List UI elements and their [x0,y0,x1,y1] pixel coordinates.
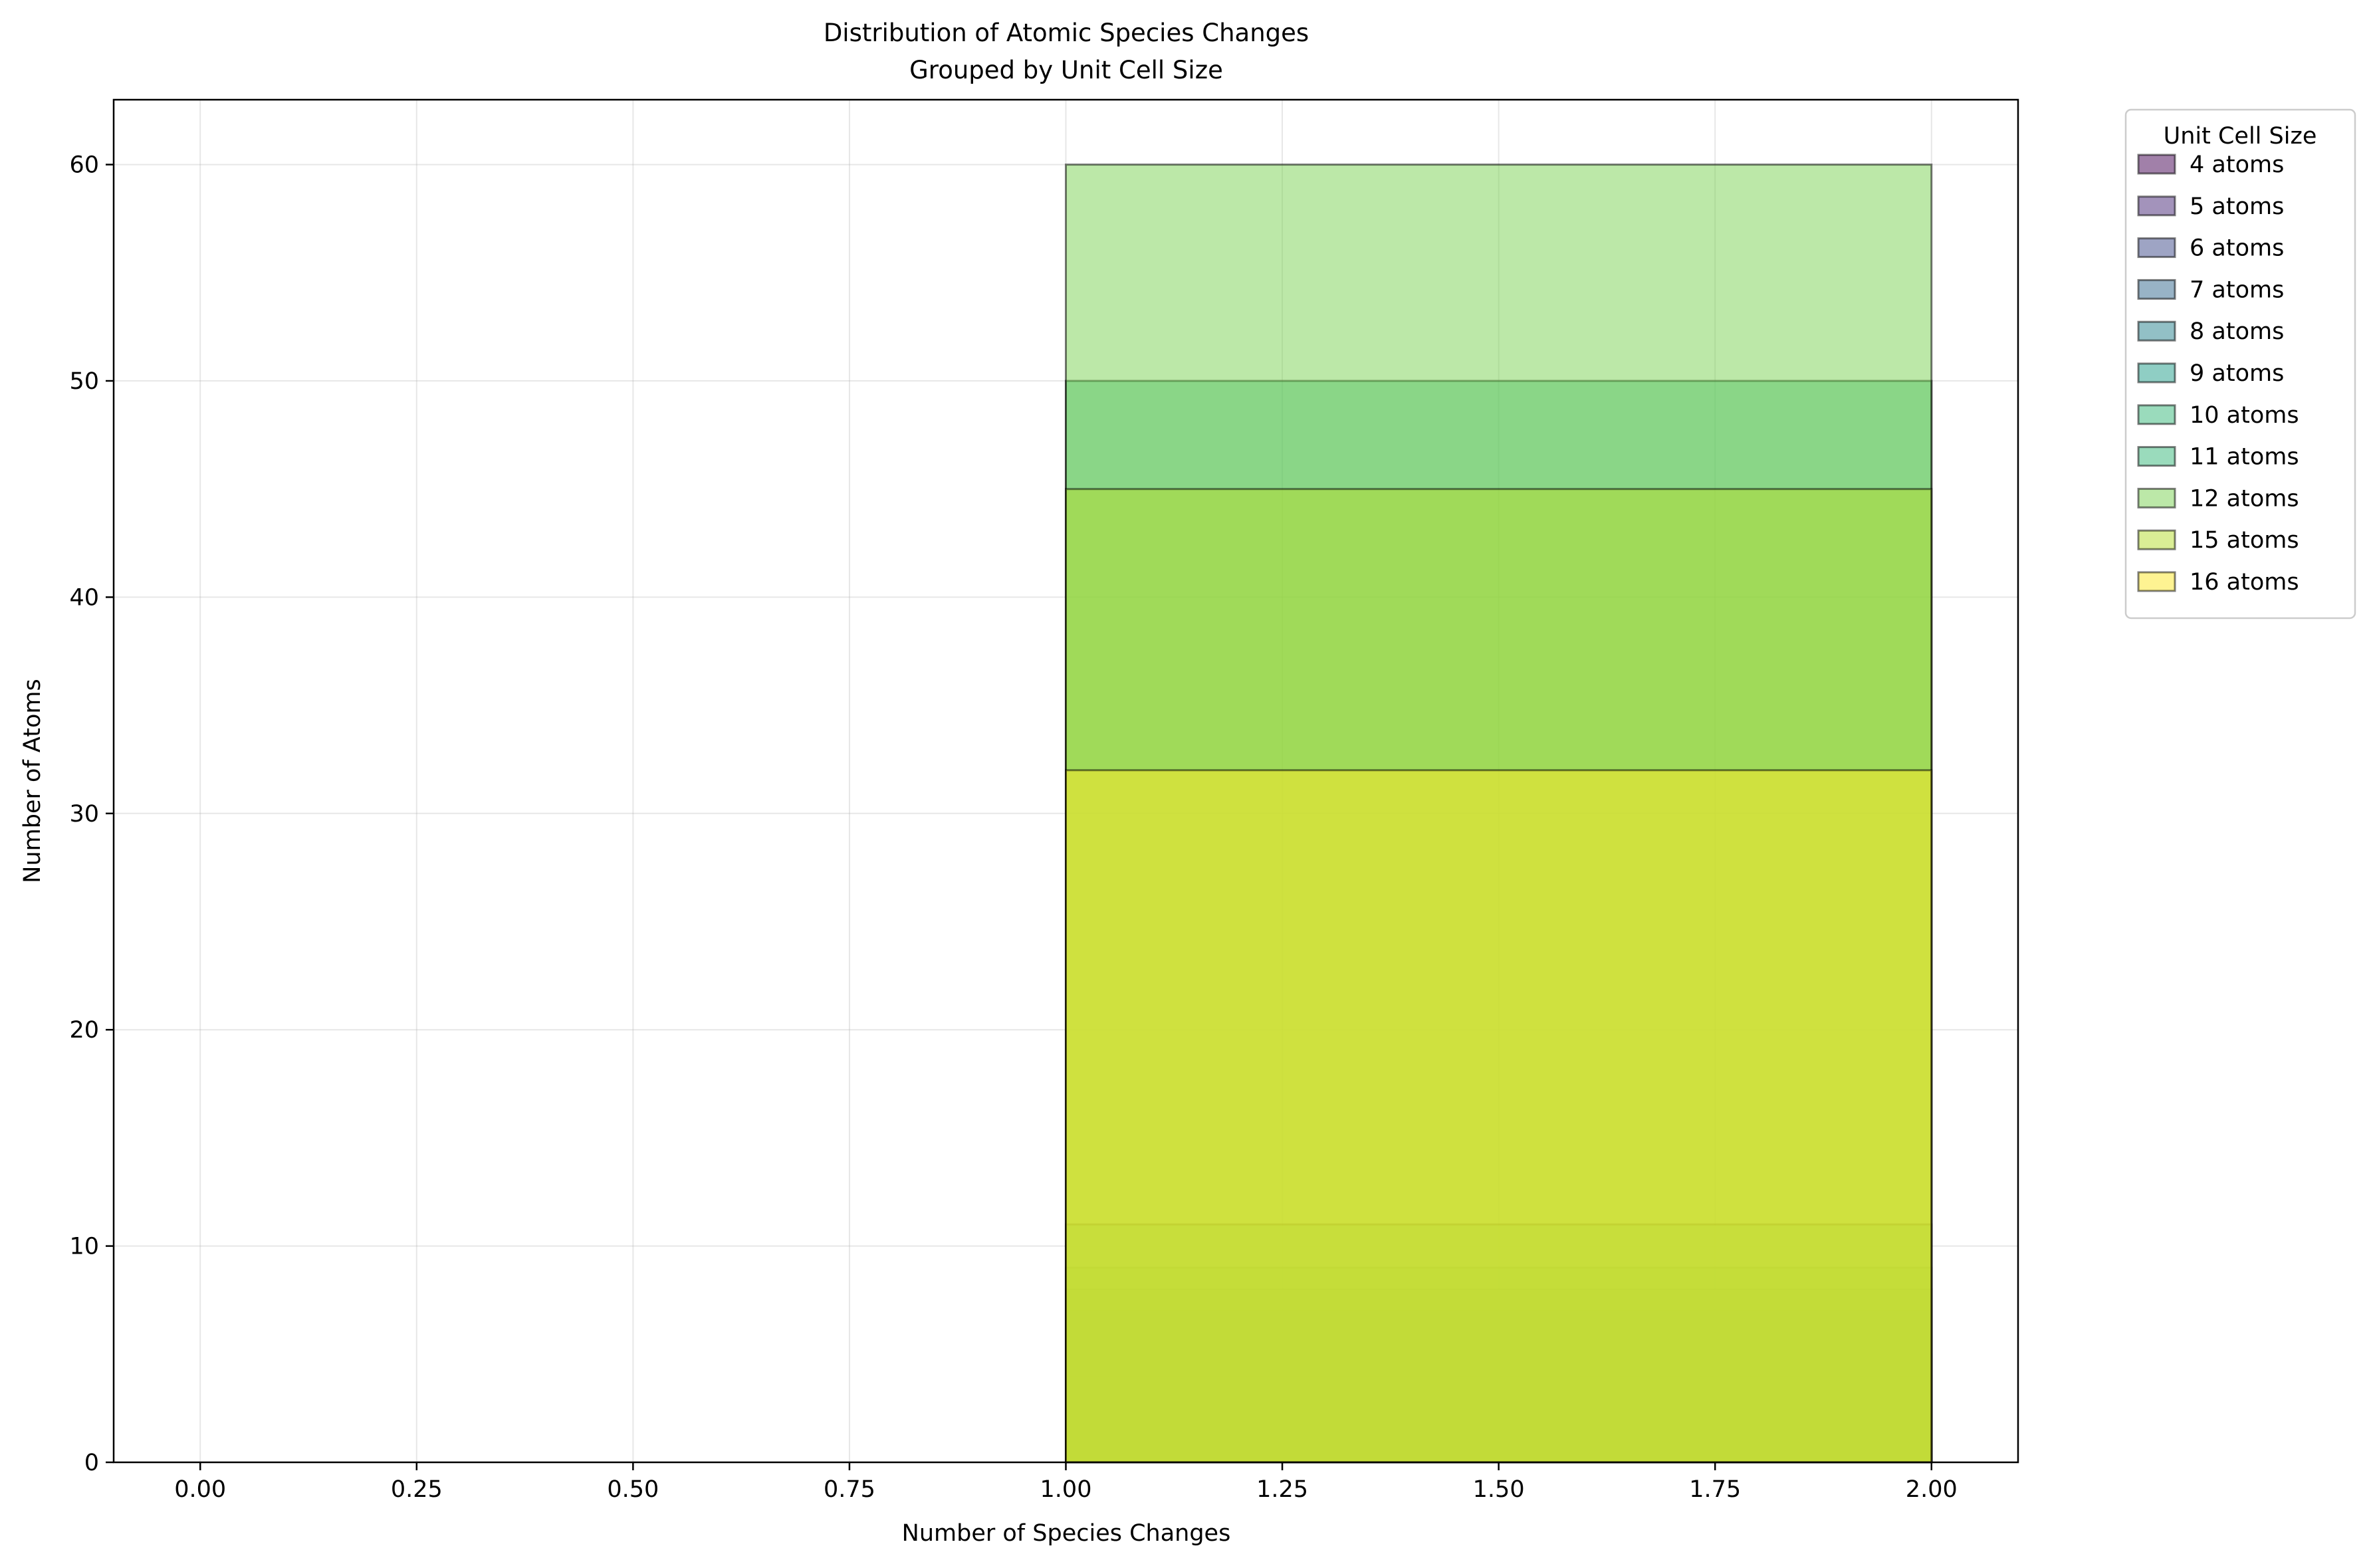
legend-label: 9 atoms [2190,360,2284,387]
y-tick-label: 0 [84,1450,99,1476]
x-tick-label: 2.00 [1906,1476,1958,1503]
y-tick-label: 30 [69,801,99,828]
x-tick-label: 1.50 [1473,1476,1525,1503]
y-tick-label: 10 [69,1234,99,1260]
legend-label: 10 atoms [2190,402,2299,429]
y-axis-ticks: 0 10 20 30 40 50 60 [69,152,114,1476]
x-axis-label: Number of Species Changes [902,1520,1231,1547]
legend-title: Unit Cell Size [2164,123,2317,150]
chart-title: Distribution of Atomic Species Changes [824,19,1309,47]
y-tick-label: 40 [69,584,99,611]
legend-label: 5 atoms [2190,193,2284,220]
legend-label: 15 atoms [2190,527,2299,554]
x-tick-label: 0.75 [824,1476,875,1503]
y-tick-label: 50 [69,368,99,395]
legend-swatch [2137,320,2176,342]
y-axis-label: Number of Atoms [19,679,46,883]
legend-label: 4 atoms [2190,152,2284,178]
legend-label: 8 atoms [2190,318,2284,345]
x-tick-label: 1.00 [1040,1476,1092,1503]
legend-label: 7 atoms [2190,277,2284,303]
legend-swatch [2137,487,2176,508]
legend-label: 6 atoms [2190,235,2284,262]
legend-swatch [2137,529,2176,550]
legend-label: 16 atoms [2190,569,2299,596]
x-tick-label: 1.75 [1689,1476,1741,1503]
legend-items: 4 atoms 5 atoms 6 atoms 7 atoms 8 atoms 9 ato… [2137,152,2299,596]
legend-label: 11 atoms [2190,444,2299,471]
legend-swatch [2137,237,2176,259]
legend-swatch [2137,195,2176,217]
legend-label: 12 atoms [2190,485,2299,512]
bar-16-atoms-bin-1 [1065,769,1933,1464]
legend-swatch [2137,279,2176,300]
y-tick-label: 20 [69,1017,99,1044]
legend-swatch [2137,362,2176,384]
x-tick-label: 0.25 [391,1476,443,1503]
legend: Unit Cell Size 4 atoms 5 atoms 6 atoms 7 at… [2124,108,2356,619]
x-tick-label: 0.00 [174,1476,226,1503]
bars-group [1065,164,1933,1464]
y-tick-label: 60 [69,152,99,179]
legend-swatch [2137,446,2176,467]
legend-box [2124,108,2356,619]
x-tick-label: 1.25 [1256,1476,1308,1503]
legend-swatch [2137,404,2176,425]
chart-subtitle: Grouped by Unit Cell Size [909,56,1223,84]
x-tick-label: 0.50 [607,1476,659,1503]
legend-swatch [2137,571,2176,592]
legend-swatch [2137,154,2176,175]
x-axis-ticks: 0.00 0.25 0.50 0.75 1.00 1.25 1.50 1.75 2.00 [174,1462,1958,1503]
